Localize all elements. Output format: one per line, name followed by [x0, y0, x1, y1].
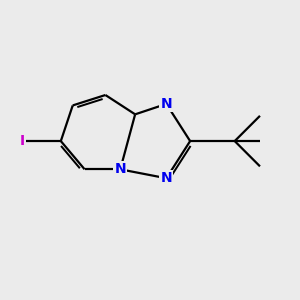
Text: N: N	[160, 171, 172, 185]
Text: N: N	[115, 162, 126, 176]
Text: N: N	[160, 97, 172, 111]
Text: I: I	[20, 134, 25, 148]
